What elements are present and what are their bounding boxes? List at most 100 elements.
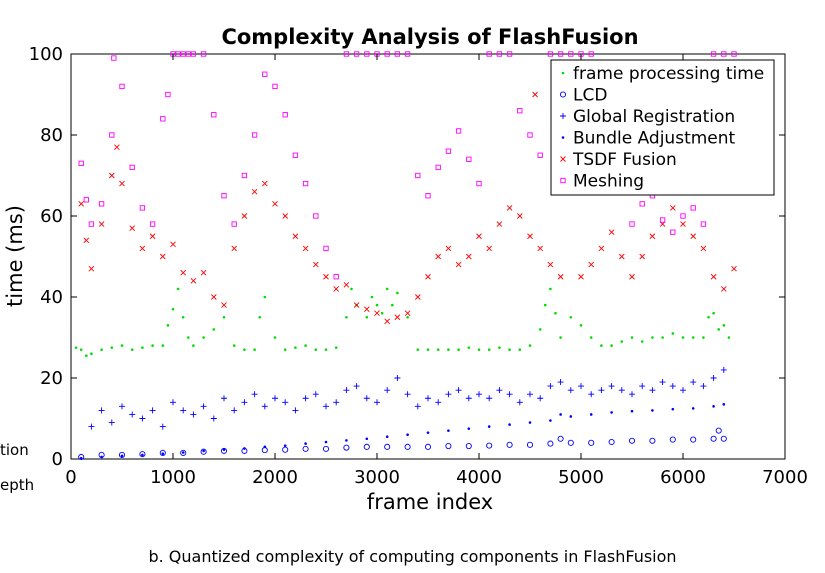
global-registration-point	[557, 379, 564, 386]
bundle-adjustment-point	[467, 427, 471, 430]
lcd-point	[424, 443, 432, 450]
frame-processing-time-point	[681, 336, 685, 339]
legend-entry: Bundle Adjustment	[573, 129, 736, 149]
meshing-point	[129, 164, 135, 171]
frame-processing-time-point	[100, 348, 103, 351]
global-registration-point	[251, 391, 258, 398]
cut-label-bottom: epth	[0, 476, 35, 494]
tsdf-fusion-point	[221, 302, 227, 308]
frame-processing-time-point	[192, 344, 195, 347]
tsdf-fusion-point	[547, 261, 554, 268]
lcd-point	[363, 443, 370, 450]
legend-box	[550, 59, 775, 196]
tsdf-fusion-point	[618, 253, 625, 260]
legend-entry: Meshing	[573, 172, 644, 192]
frame-processing-time-point	[727, 336, 731, 339]
tsdf-fusion-point	[496, 221, 503, 227]
lcd-point	[343, 444, 350, 451]
meshing-point	[404, 51, 411, 57]
bundle-adjustment-point	[304, 442, 307, 445]
tsdf-fusion-point	[404, 310, 411, 317]
frame-processing-time-point	[232, 344, 236, 347]
frame-processing-time-point	[176, 287, 180, 291]
bundle-adjustment-point	[691, 407, 695, 410]
tsdf-fusion-point	[170, 241, 176, 248]
meshing-point	[680, 213, 686, 219]
frame-processing-time-point	[161, 344, 165, 347]
frame-processing-time-point	[263, 295, 267, 299]
y-tick-label: 20	[40, 368, 63, 389]
tsdf-fusion-point	[384, 318, 391, 325]
frame-processing-time-point	[396, 291, 399, 295]
y-tick-label: 40	[40, 287, 63, 308]
global-registration-point	[445, 391, 452, 398]
figure-caption: b. Quantized complexity of computing com…	[148, 547, 677, 566]
tsdf-fusion-point	[669, 205, 676, 211]
meshing-point	[165, 91, 171, 98]
tsdf-fusion-point	[720, 286, 727, 292]
tsdf-fusion-point	[374, 310, 380, 317]
frame-processing-time-point	[707, 315, 710, 319]
meshing-point	[323, 245, 329, 252]
lcd-point	[567, 439, 574, 446]
tsdf-fusion-point	[180, 269, 187, 276]
frame-processing-time-point	[273, 336, 277, 339]
meshing-point	[200, 51, 207, 57]
frame-processing-time-point	[569, 315, 573, 319]
lcd-point	[690, 436, 697, 443]
frame-processing-time-point	[181, 315, 185, 319]
bundle-adjustment-point	[222, 448, 226, 451]
global-registration-point	[292, 407, 299, 414]
lcd-point	[628, 437, 636, 444]
frame-processing-time-point	[79, 348, 83, 351]
series-bundle-adjustment	[79, 403, 726, 460]
meshing-point	[466, 156, 472, 162]
global-registration-point	[272, 395, 278, 402]
frame-processing-time-point	[671, 332, 675, 335]
global-registration-point	[261, 403, 268, 410]
frame-processing-time-point	[549, 287, 552, 291]
y-tick-label: 60	[40, 206, 63, 227]
tsdf-fusion-point	[190, 277, 197, 284]
y-tick-label: 80	[40, 125, 63, 146]
meshing-point	[568, 51, 574, 57]
frame-processing-time-point	[304, 344, 307, 347]
lcd-point	[322, 445, 330, 452]
bundle-adjustment-point	[141, 453, 144, 457]
tsdf-fusion-point	[414, 294, 421, 300]
global-registration-point	[129, 411, 136, 418]
x-tick-label: 7000	[762, 467, 808, 488]
global-registration-point	[720, 366, 727, 373]
meshing-point	[175, 51, 181, 57]
tsdf-fusion-point	[292, 233, 299, 240]
global-registration-point	[567, 387, 574, 394]
meshing-point	[670, 229, 676, 235]
global-registration-point	[139, 415, 146, 422]
tsdf-fusion-point	[516, 213, 523, 219]
global-registration-point	[282, 399, 289, 406]
tsdf-fusion-point	[119, 180, 125, 187]
frame-processing-time-point	[187, 336, 190, 339]
bundle-adjustment-point	[263, 445, 267, 449]
bundle-adjustment-point	[549, 419, 552, 422]
lcd-point	[139, 451, 146, 458]
tsdf-fusion-point	[302, 245, 309, 252]
tsdf-fusion-point	[88, 265, 95, 272]
legend-marker	[559, 91, 567, 98]
global-registration-point	[312, 391, 319, 398]
tsdf-fusion-point	[731, 265, 737, 272]
global-registration-point	[241, 399, 248, 406]
meshing-point	[333, 274, 339, 280]
series-tsdf-fusion	[78, 91, 737, 325]
lcd-point	[547, 440, 554, 447]
meshing-point	[272, 83, 278, 90]
global-registration-point	[374, 399, 380, 406]
global-registration-point	[88, 423, 95, 430]
bundle-adjustment-point	[426, 431, 430, 434]
bundle-adjustment-point	[630, 409, 634, 413]
global-registration-point	[190, 411, 197, 418]
tsdf-fusion-point	[343, 282, 350, 288]
frame-processing-time-point	[166, 324, 170, 327]
frame-processing-time-point	[385, 287, 389, 291]
frame-processing-time-point	[416, 348, 420, 351]
